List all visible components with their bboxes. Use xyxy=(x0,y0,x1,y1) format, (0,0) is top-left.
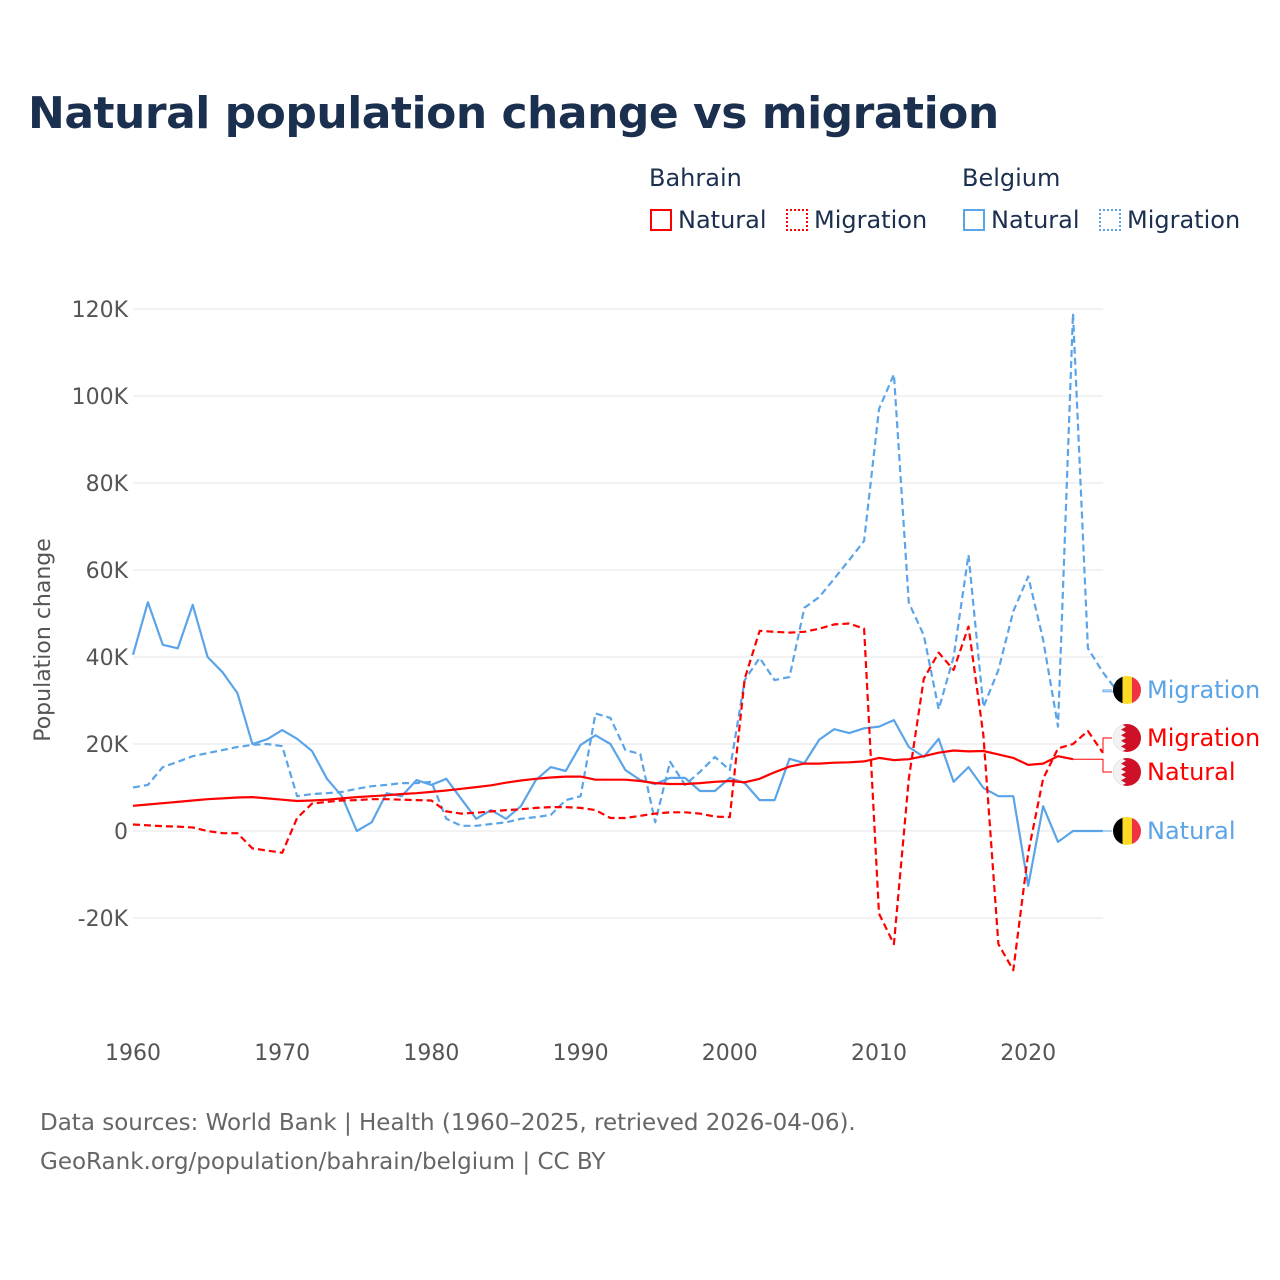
x-tick-label: 1990 xyxy=(553,1041,609,1066)
x-tick-label: 1970 xyxy=(254,1041,310,1066)
legend-label: Natural xyxy=(991,206,1080,234)
legend-group-belgium: Belgium xyxy=(962,164,1061,192)
legend-bahrain-migration[interactable]: Migration xyxy=(786,206,927,234)
flag-stripe-red xyxy=(1132,676,1141,704)
y-tick-label: 40K xyxy=(86,646,129,671)
x-tick-label: 2010 xyxy=(851,1041,907,1066)
y-tick-label: -20K xyxy=(78,907,129,932)
flag-stripe-yellow xyxy=(1122,676,1132,704)
y-tick-label: 20K xyxy=(86,733,129,758)
label-connector xyxy=(1102,689,1118,693)
label-connector xyxy=(1102,737,1112,754)
legend-belgium-natural[interactable]: Natural xyxy=(963,206,1080,234)
footer-sources: Data sources: World Bank | Health (1960–… xyxy=(40,1110,856,1136)
y-tick-label: 120K xyxy=(72,298,129,323)
x-tick-label: 1960 xyxy=(105,1041,161,1066)
chart-title: Natural population change vs migration xyxy=(28,88,999,139)
series-line-belgium-migration xyxy=(132,312,1119,827)
series-line-bahrain-natural xyxy=(132,749,1074,807)
label-connector xyxy=(1072,758,1112,773)
legend-label: Natural xyxy=(678,206,767,234)
bahrain-flag-icon xyxy=(1113,724,1141,752)
legend-group-bahrain: Bahrain xyxy=(649,164,742,192)
flag-white xyxy=(1113,758,1126,786)
bahrain-flag-icon xyxy=(1113,758,1141,786)
legend-bahrain-natural[interactable]: Natural xyxy=(650,206,767,234)
y-tick-label: 80K xyxy=(86,472,129,497)
legend-label: Migration xyxy=(1127,206,1241,234)
flag-stripe-red xyxy=(1132,817,1141,845)
x-tick-label: 2020 xyxy=(1000,1041,1056,1066)
legend-label: Migration xyxy=(814,206,928,234)
legend-swatch-solid-red xyxy=(650,209,672,231)
x-tick-label: 2000 xyxy=(702,1041,758,1066)
flag-white xyxy=(1113,724,1126,752)
x-tick-label: 1980 xyxy=(403,1041,459,1066)
legend-swatch-dotted-red xyxy=(786,209,808,231)
legend-belgium-migration[interactable]: Migration xyxy=(1099,206,1240,234)
series-line-belgium-natural xyxy=(131,601,1103,887)
end-label: Natural xyxy=(1147,817,1236,845)
y-tick-label: 0 xyxy=(114,820,128,845)
y-tick-label: 60K xyxy=(86,559,129,584)
y-axis-label: Population change xyxy=(31,538,56,742)
y-tick-label: 100K xyxy=(72,385,129,410)
legend-swatch-dotted-blue xyxy=(1099,209,1121,231)
end-label: Migration xyxy=(1147,676,1260,704)
flag-stripe-black xyxy=(1113,676,1123,704)
belgium-flag-icon xyxy=(1113,817,1141,845)
end-label: Migration xyxy=(1147,724,1260,752)
flag-stripe-yellow xyxy=(1122,817,1132,845)
belgium-flag-icon xyxy=(1113,676,1141,704)
series-line-bahrain-migration xyxy=(132,622,1104,972)
end-label: Natural xyxy=(1147,758,1236,786)
legend-swatch-solid-blue xyxy=(963,209,985,231)
flag-stripe-black xyxy=(1113,817,1123,845)
footer-link[interactable]: GeoRank.org/population/bahrain/belgium |… xyxy=(40,1149,606,1175)
